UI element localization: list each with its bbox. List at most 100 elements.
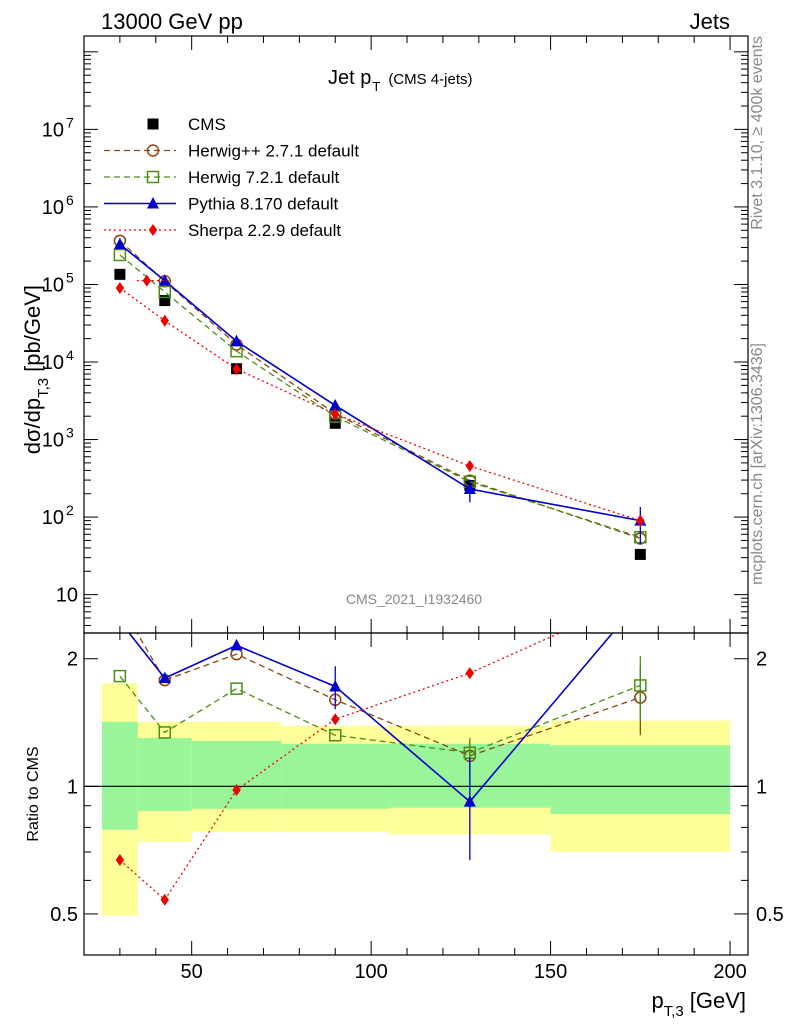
ratio-series-layer [113, 594, 647, 906]
x-tick-label: 50 [181, 961, 203, 983]
legend-entry: CMS [147, 115, 226, 134]
main-y-tick-label: 10 [42, 274, 64, 296]
main-y-tick-label: 10 [56, 585, 78, 607]
legend-entry: Sherpa 2.2.9 default [104, 221, 341, 240]
main-y-ticks [84, 51, 748, 626]
ratio-y-ticks [84, 658, 748, 915]
ratio-data-point [114, 598, 125, 609]
legend-entry: Herwig++ 2.7.1 default [104, 142, 359, 161]
main-series-line [119, 287, 641, 522]
ratio-data-point [230, 682, 243, 695]
legend-label: CMS [188, 115, 226, 134]
ratio-y-tick-label-left: 2 [67, 649, 78, 671]
legend-entry: Pythia 8.170 default [104, 195, 339, 214]
main-series-pythia [113, 237, 647, 544]
ratio-y-tick-label-right: 2 [756, 649, 767, 671]
main-data-point [465, 460, 475, 473]
main-y-axis-label: dσ/dpT,3[pb/GeV] [20, 285, 52, 454]
ratio-y-tick-label-right: 1 [756, 776, 767, 798]
ratio-data-point [232, 784, 241, 797]
ratio-data-point [634, 594, 646, 606]
main-data-point [159, 295, 171, 307]
main-series-herwig [113, 248, 647, 544]
ratio-tick-labels: 0.5 0.5 1 1 2 2 50 100 150 200 [50, 649, 784, 983]
main-data-point [113, 237, 126, 250]
main-data-point [232, 363, 241, 376]
legend-entry: Herwig 7.2.1 default [104, 168, 339, 187]
ratio-series-line [128, 633, 614, 803]
main-series-layer [113, 234, 647, 560]
main-data-point [636, 514, 645, 527]
main-data-point [158, 285, 172, 299]
ratio-series-pythia [114, 594, 646, 861]
ratio-data-point [114, 615, 126, 627]
main-extra-marker [142, 274, 152, 287]
chart-title: Jet pT (CMS 4-jets) [328, 67, 472, 94]
main-data-point [115, 282, 125, 295]
main-data-point [160, 314, 169, 327]
side-text-bottom: mcplots.cern.ch [arXiv:1306.3436] [749, 343, 766, 585]
main-data-point [158, 274, 171, 286]
main-y-tick-exponent: 4 [66, 347, 74, 363]
main-y-tick-label: 10 [42, 119, 64, 141]
ratio-x-ticks [119, 633, 731, 955]
main-series-sherpa [115, 274, 645, 527]
legend-marker [147, 197, 159, 209]
main-data-point [329, 417, 341, 429]
x-tick-label: 150 [534, 961, 567, 983]
ratio-data-point [160, 893, 169, 906]
side-text-top: Rivet 3.1.10, ≥ 400k events [749, 36, 766, 230]
ratio-data-point [158, 726, 172, 739]
legend-label: Herwig 7.2.1 default [188, 168, 339, 187]
main-y-tick-exponent: 6 [66, 192, 74, 208]
main-data-point [634, 548, 646, 560]
ratio-inner-band [550, 745, 731, 815]
x-tick-label: 200 [713, 961, 746, 983]
ratio-inner-band [281, 743, 390, 809]
main-x-ticks [119, 36, 731, 633]
ratio-data-point [463, 795, 476, 807]
ratio-data-point [230, 638, 243, 651]
ratio-data-point [113, 669, 127, 683]
main-y-tick-label: 10 [42, 352, 64, 374]
main-data-point [329, 398, 342, 411]
legend-marker [146, 170, 160, 184]
x-tick-label: 100 [354, 961, 387, 983]
main-y-tick-exponent: 3 [66, 425, 74, 441]
legend-marker [148, 224, 158, 236]
ratio-bands-layer [84, 683, 748, 916]
main-data-point [113, 248, 127, 262]
analysis-id: CMS_2021_I1932460 [346, 591, 482, 607]
ratio-y-tick-label-right: 0.5 [756, 904, 784, 926]
main-y-tick-exponent: 5 [66, 269, 74, 285]
main-y-tick-label: 10 [42, 507, 64, 529]
header-right: Jets [690, 9, 730, 34]
legend-marker [147, 118, 159, 130]
ratio-data-point [329, 679, 342, 692]
ratio-panel: 0.5 0.5 1 1 2 2 50 100 150 200 Ratio to CMS pT,3[… [25, 594, 784, 1020]
legend-label: Herwig++ 2.7.1 default [188, 142, 359, 161]
legend-label: Pythia 8.170 default [188, 195, 339, 214]
main-data-point [463, 482, 476, 495]
main-data-point [331, 408, 340, 421]
ratio-inner-band [137, 738, 192, 811]
ratio-y-axis-label: Ratio to CMS [25, 746, 42, 841]
legend-marker [146, 144, 160, 157]
main-data-point [114, 268, 126, 280]
ratio-data-point [328, 728, 342, 742]
ratio-inner-band [191, 740, 282, 809]
ratio-inner-band [101, 721, 138, 830]
main-y-tick-label: 10 [42, 430, 64, 452]
main-data-point [230, 334, 243, 347]
main-y-tick-exponent: 2 [66, 502, 74, 518]
ratio-frame [83, 632, 749, 956]
ratio-series-line [119, 633, 561, 901]
legend-label: Sherpa 2.2.9 default [188, 221, 341, 240]
ratio-data-point [465, 667, 475, 680]
ratio-series-herwig [113, 655, 647, 769]
header-left: 13000 GeV pp [101, 9, 243, 34]
ratio-y-tick-label-left: 1 [67, 776, 78, 798]
